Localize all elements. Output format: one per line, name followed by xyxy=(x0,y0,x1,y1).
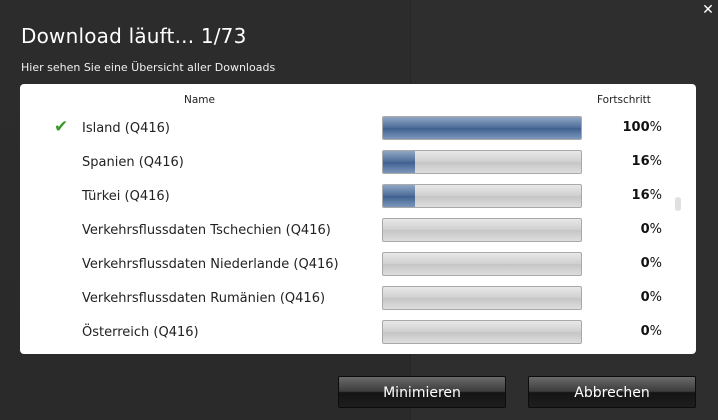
percent-value: 100 xyxy=(622,120,650,135)
download-row: Österreich (Q416) 0% xyxy=(20,318,696,348)
download-name: Island (Q416) xyxy=(82,121,170,136)
progress-percent: 0% xyxy=(580,290,662,305)
progress-bar xyxy=(382,150,582,174)
percent-value: 0 xyxy=(640,290,650,305)
progress-bar xyxy=(382,218,582,242)
download-row: ✔ Island (Q416) 100% xyxy=(20,114,696,144)
download-name: Österreich (Q416) xyxy=(82,325,199,340)
dialog-subtitle: Hier sehen Sie eine Übersicht aller Down… xyxy=(21,61,276,74)
checkmark-icon: ✔ xyxy=(54,117,69,137)
download-list: Name Fortschritt ✔ Island (Q416) 100% Spani… xyxy=(20,84,696,354)
progress-bar xyxy=(382,116,582,140)
progress-percent: 0% xyxy=(580,222,662,237)
progress-percent: 0% xyxy=(580,324,662,339)
download-row: Verkehrsflussdaten Niederlande (Q416) 0% xyxy=(20,250,696,280)
download-name: Spanien (Q416) xyxy=(82,155,184,170)
percent-sign: % xyxy=(649,120,662,135)
percent-value: 0 xyxy=(640,256,650,271)
scrollbar-thumb[interactable] xyxy=(675,197,681,211)
progress-percent: 0% xyxy=(580,256,662,271)
download-name: Türkei (Q416) xyxy=(82,189,170,204)
progress-percent: 100% xyxy=(580,120,663,135)
cancel-button[interactable]: Abbrechen xyxy=(528,376,696,408)
column-header-name: Name xyxy=(184,94,215,106)
progress-bar xyxy=(382,286,582,310)
progress-fill xyxy=(383,151,415,173)
progress-percent: 16% xyxy=(580,154,662,169)
download-row: Verkehrsflussdaten Tschechien (Q416) 0% xyxy=(20,216,696,246)
download-row: Türkei (Q416) 16% xyxy=(20,182,696,212)
percent-sign: % xyxy=(649,324,662,339)
minimize-button[interactable]: Minimieren xyxy=(338,376,506,408)
percent-sign: % xyxy=(649,256,662,271)
percent-value: 16 xyxy=(631,154,650,169)
close-icon[interactable]: ✕ xyxy=(702,2,714,18)
download-name: Verkehrsflussdaten Tschechien (Q416) xyxy=(82,223,331,238)
download-name: Verkehrsflussdaten Niederlande (Q416) xyxy=(82,257,339,272)
percent-value: 16 xyxy=(631,188,650,203)
progress-fill xyxy=(383,185,415,207)
column-header-progress: Fortschritt xyxy=(597,94,651,106)
percent-sign: % xyxy=(649,222,662,237)
dialog-title: Download läuft... 1/73 xyxy=(21,24,247,48)
progress-bar xyxy=(382,320,582,344)
percent-value: 0 xyxy=(640,222,650,237)
progress-bar xyxy=(382,184,582,208)
percent-value: 0 xyxy=(640,324,650,339)
percent-sign: % xyxy=(649,154,662,169)
progress-bar xyxy=(382,252,582,276)
download-row: Verkehrsflussdaten Rumänien (Q416) 0% xyxy=(20,284,696,314)
download-row: Spanien (Q416) 16% xyxy=(20,148,696,178)
progress-fill xyxy=(383,117,581,139)
percent-sign: % xyxy=(649,290,662,305)
download-name: Verkehrsflussdaten Rumänien (Q416) xyxy=(82,291,326,306)
percent-sign: % xyxy=(649,188,662,203)
progress-percent: 16% xyxy=(580,188,662,203)
